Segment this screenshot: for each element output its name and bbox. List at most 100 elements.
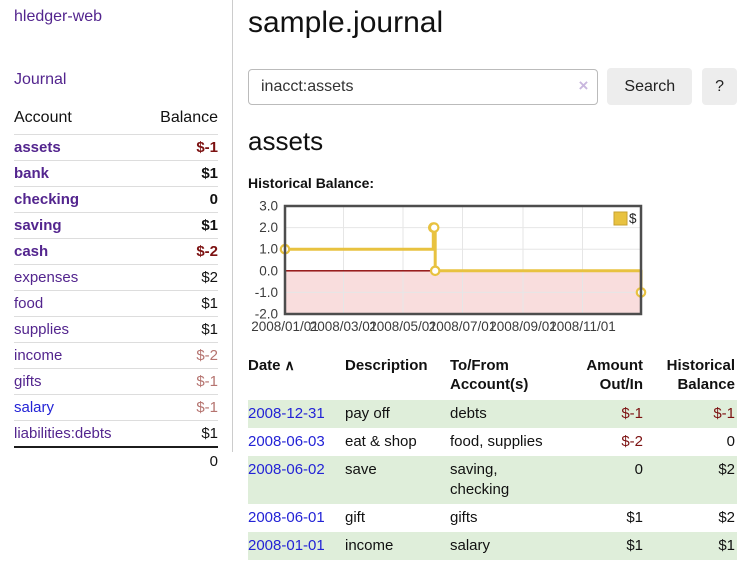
sidebar: hledger-web Journal Account Balance asse… bbox=[0, 0, 233, 475]
transaction-date-cell: 2008-12-31 bbox=[248, 400, 345, 428]
sidebar-item-journal[interactable]: Journal bbox=[14, 71, 67, 88]
y-axis-tick-label: 2.0 bbox=[259, 220, 278, 235]
column-header-description: Description bbox=[345, 357, 428, 374]
accounts-header-row: Account Balance bbox=[14, 105, 218, 135]
column-header-accounts: To/From Account(s) bbox=[450, 357, 529, 393]
register-table: Date ∧ Description To/From Account(s) Amo… bbox=[248, 354, 737, 560]
account-balance: $-2 bbox=[196, 243, 218, 260]
transaction-row: 2008-06-03 eat & shop food, supplies $-2 0 bbox=[248, 428, 737, 456]
search-form: × Search ? bbox=[248, 68, 737, 105]
transaction-date-link[interactable]: 2008-06-02 bbox=[248, 461, 325, 478]
account-link-liabilities-debts[interactable]: liabilities:debts bbox=[14, 425, 112, 442]
account-link-gifts[interactable]: gifts bbox=[14, 373, 42, 390]
x-axis-tick-label: 2008/11/01 bbox=[549, 319, 616, 334]
account-balance: $-1 bbox=[196, 373, 218, 390]
account-balance: $1 bbox=[201, 425, 218, 442]
account-balance: $1 bbox=[201, 295, 218, 312]
main-content: sample.journal × Search ? assets Histori… bbox=[248, 0, 737, 560]
help-button[interactable]: ? bbox=[702, 68, 737, 105]
account-name-cell: assets bbox=[14, 135, 142, 161]
transaction-row: 2008-06-01 gift gifts $1 $2 bbox=[248, 504, 737, 532]
account-balance: $-2 bbox=[196, 347, 218, 364]
transaction-description-cell: eat & shop bbox=[345, 433, 417, 450]
account-name-cell: cash bbox=[14, 239, 142, 265]
transaction-accounts-cell: food, supplies bbox=[450, 433, 543, 450]
account-balance: $-1 bbox=[196, 399, 218, 416]
chart-svg: 3.0 2.0 1.0 0.0 -1.0 -2.02008/01/012008/03/01… bbox=[251, 199, 647, 334]
column-header-balance: Historical Balance bbox=[666, 357, 735, 393]
account-link-salary[interactable]: salary bbox=[14, 399, 55, 416]
account-row: liabilities:debts $1 bbox=[14, 420, 218, 448]
transaction-row: 2008-06-02 save saving, checking 0 $2 bbox=[248, 456, 737, 504]
transaction-date-link[interactable]: 2008-06-03 bbox=[248, 433, 325, 450]
account-link-assets[interactable]: assets bbox=[14, 139, 61, 156]
search-input[interactable] bbox=[248, 68, 599, 105]
transaction-date-link[interactable]: 2008-06-01 bbox=[248, 509, 325, 526]
transaction-date-link[interactable]: 2008-01-01 bbox=[248, 537, 325, 554]
historical-balance-chart: 3.0 2.0 1.0 0.0 -1.0 -2.0 2008/01/01 2008/03/01… bbox=[248, 199, 708, 341]
account-name-cell: expenses bbox=[14, 265, 142, 291]
transaction-description-cell: save bbox=[345, 461, 377, 478]
account-name-cell: gifts bbox=[14, 369, 142, 395]
account-link-expenses[interactable]: expenses bbox=[14, 269, 79, 286]
account-name-cell: food bbox=[14, 291, 142, 317]
account-name-cell: checking bbox=[14, 187, 142, 213]
account-name-cell: income bbox=[14, 343, 142, 369]
legend-swatch bbox=[613, 211, 628, 226]
account-row: checking 0 bbox=[14, 186, 218, 213]
y-axis-tick-label: 3.0 bbox=[259, 199, 278, 214]
account-link-checking[interactable]: checking bbox=[14, 191, 80, 208]
account-row: cash $-2 bbox=[14, 238, 218, 265]
account-name-cell: liabilities:debts bbox=[14, 421, 142, 448]
accounts-header-account: Account bbox=[14, 109, 72, 126]
account-link-income[interactable]: income bbox=[14, 347, 63, 364]
accounts-total-row: 0 bbox=[14, 446, 218, 475]
clear-search-icon[interactable]: × bbox=[578, 75, 589, 95]
column-header-date[interactable]: Date ∧ bbox=[248, 354, 345, 400]
transaction-row: 2008-12-31 pay off debts $-1 $-1 bbox=[248, 400, 737, 428]
transaction-balance-cell: $-1 bbox=[713, 405, 735, 422]
chart-title: Historical Balance: bbox=[248, 175, 375, 191]
column-header-amount: Amount Out/In bbox=[586, 357, 643, 393]
transaction-date-link[interactable]: 2008-12-31 bbox=[248, 405, 325, 422]
account-link-saving[interactable]: saving bbox=[14, 217, 62, 234]
account-balance: $-1 bbox=[196, 139, 218, 156]
accounts-total-spacer bbox=[14, 446, 143, 475]
transaction-date-cell: 2008-06-01 bbox=[248, 504, 345, 532]
transaction-amount-cell: 0 bbox=[634, 461, 643, 478]
transaction-date-cell: 2008-06-02 bbox=[248, 456, 345, 504]
data-point-marker bbox=[428, 222, 440, 233]
account-row: supplies $1 bbox=[14, 316, 218, 343]
account-row: income $-2 bbox=[14, 342, 218, 369]
transaction-amount-cell: $-1 bbox=[621, 405, 643, 422]
date-header-label: Date bbox=[248, 357, 281, 374]
accounts-total-value: 0 bbox=[142, 446, 218, 475]
transaction-description-cell: pay off bbox=[345, 405, 390, 422]
transaction-description-cell: income bbox=[345, 537, 394, 554]
x-axis-tick-label: 2008/05/01 bbox=[369, 319, 437, 334]
account-link-cash[interactable]: cash bbox=[14, 243, 49, 260]
search-input-wrap: × bbox=[248, 68, 599, 105]
accounts-header-balance: Balance bbox=[160, 109, 218, 126]
account-row: assets $-1 bbox=[14, 135, 218, 161]
brand-link[interactable]: hledger-web bbox=[14, 8, 103, 25]
account-link-food[interactable]: food bbox=[14, 295, 44, 312]
account-row: saving $1 bbox=[14, 212, 218, 239]
transaction-description-cell: gift bbox=[345, 509, 366, 526]
transaction-amount-cell: $1 bbox=[626, 509, 643, 526]
account-balance: $1 bbox=[201, 217, 218, 234]
x-axis-tick-label: 2008/07/01 bbox=[429, 319, 497, 334]
accounts-table: Account Balance assets $-1 bank $1 checking 0… bbox=[14, 105, 218, 475]
transaction-amount-cell: $-2 bbox=[621, 433, 643, 450]
transaction-balance-cell: $2 bbox=[718, 461, 735, 478]
page-title: sample.journal bbox=[248, 6, 444, 39]
y-axis-tick-label: -2.0 bbox=[255, 307, 278, 322]
transaction-amount-cell: $1 bbox=[626, 537, 643, 554]
transaction-row: 2008-01-01 income salary $1 $1 bbox=[248, 532, 737, 560]
sort-ascending-icon: ∧ bbox=[284, 357, 295, 373]
account-link-supplies[interactable]: supplies bbox=[14, 321, 70, 338]
account-link-bank[interactable]: bank bbox=[14, 165, 50, 182]
legend-label: $ bbox=[629, 211, 637, 226]
search-button[interactable]: Search bbox=[607, 68, 693, 105]
account-name-cell: bank bbox=[14, 161, 142, 187]
